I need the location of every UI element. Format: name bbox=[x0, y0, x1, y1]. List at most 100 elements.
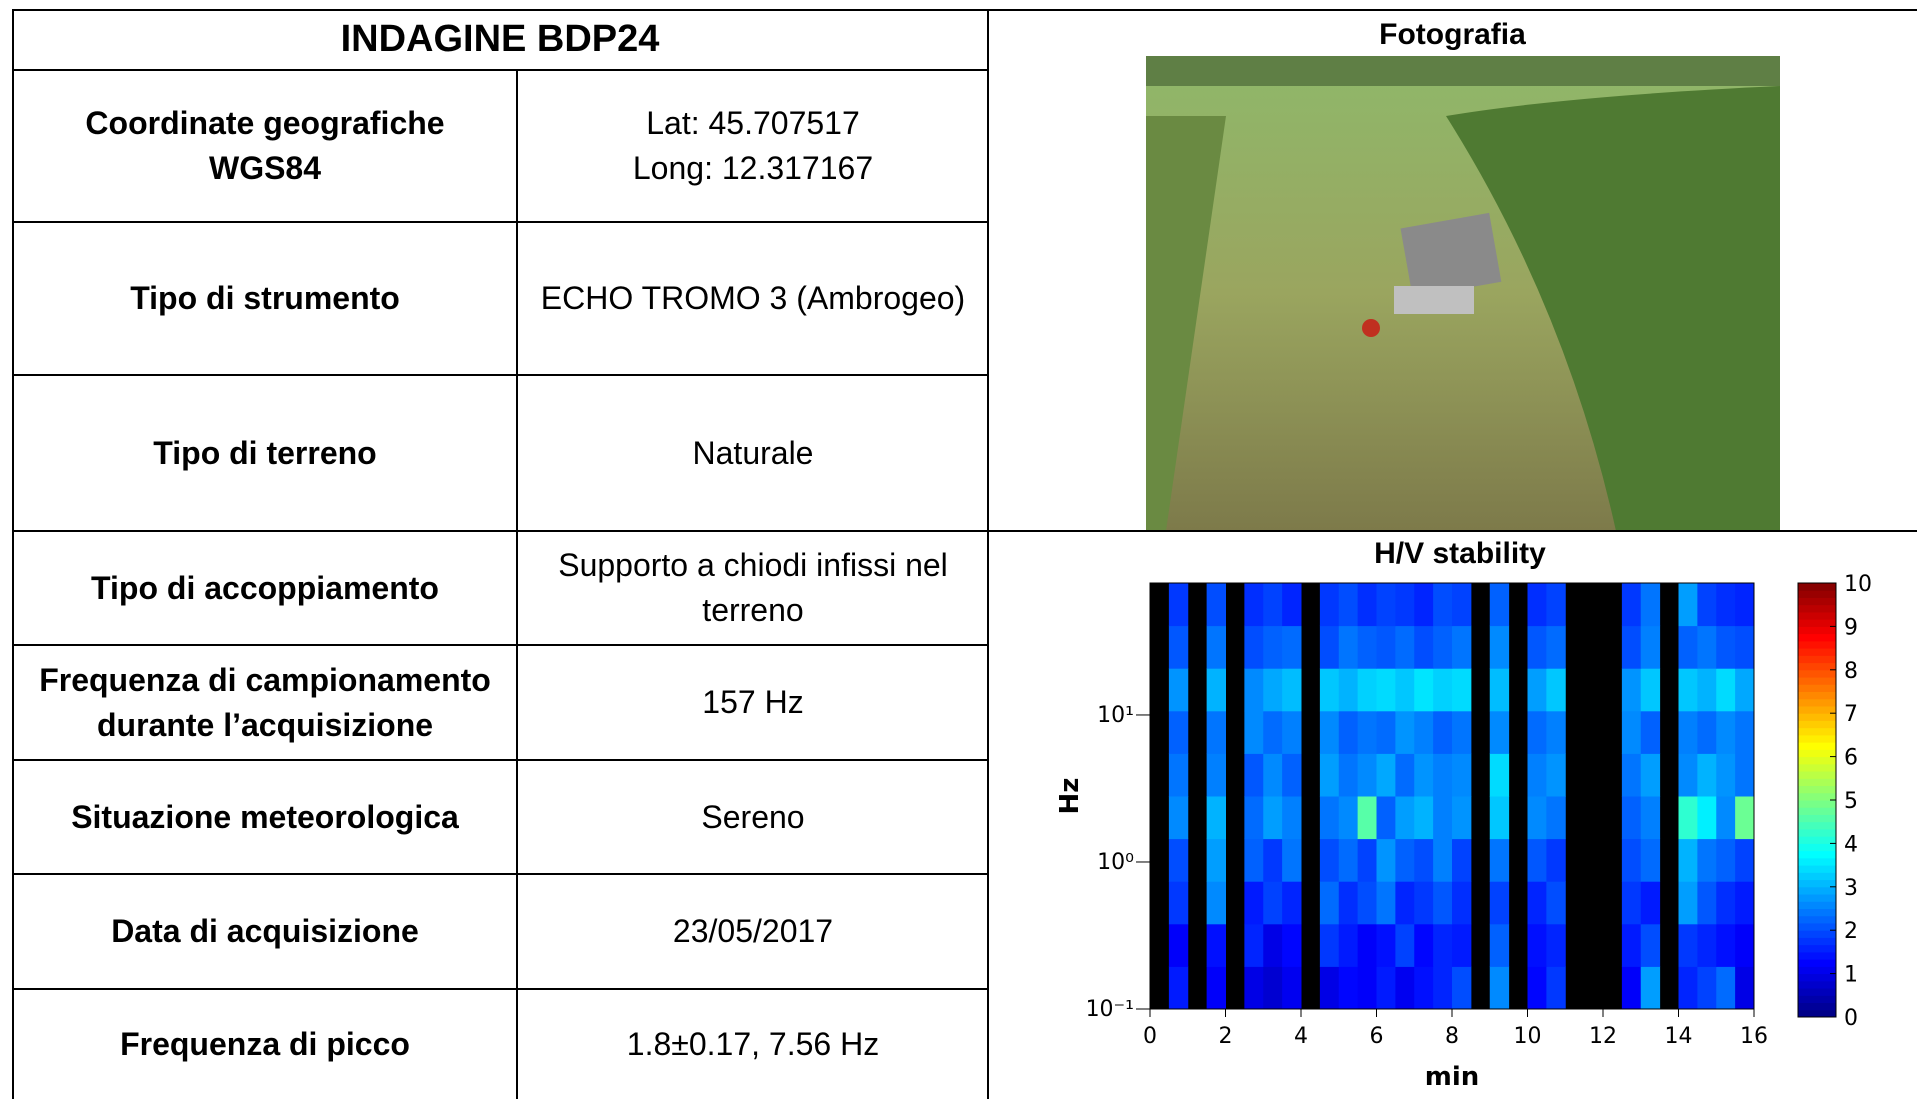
colorbar-segment bbox=[1798, 959, 1836, 967]
colorbar-segment bbox=[1798, 619, 1836, 627]
heat-cell bbox=[1376, 923, 1396, 967]
colorbar-segment bbox=[1798, 944, 1836, 953]
heat-cell bbox=[1697, 625, 1717, 669]
heat-cell bbox=[1452, 881, 1472, 925]
colorbar-segment bbox=[1798, 843, 1836, 852]
heat-cell bbox=[1319, 966, 1340, 1010]
heat-cell bbox=[1433, 753, 1453, 797]
heat-cell bbox=[1716, 881, 1736, 925]
heat-cell bbox=[1716, 838, 1736, 882]
heat-cell bbox=[1395, 583, 1415, 627]
heat-cell bbox=[1319, 625, 1340, 669]
heat-cell bbox=[1395, 881, 1415, 925]
y-tick-label: 10⁻¹ bbox=[1086, 997, 1134, 1022]
border bbox=[516, 70, 518, 1099]
heat-cell bbox=[1621, 753, 1642, 797]
heat-cell bbox=[1697, 753, 1717, 797]
x-tick-label: 0 bbox=[1143, 1024, 1157, 1049]
heat-cell bbox=[1168, 966, 1189, 1010]
heat-cell bbox=[1244, 753, 1264, 797]
heat-cell bbox=[1697, 966, 1717, 1010]
heat-cell bbox=[1678, 625, 1698, 669]
heat-cell bbox=[1376, 583, 1396, 627]
heat-cell bbox=[1376, 753, 1396, 797]
heat-cell bbox=[1338, 923, 1359, 967]
heat-cell bbox=[1621, 583, 1642, 627]
colorbar-segment bbox=[1798, 662, 1836, 671]
colorbar-segment bbox=[1798, 865, 1836, 873]
heat-cell bbox=[1282, 668, 1302, 712]
colorbar-segment bbox=[1798, 966, 1836, 975]
heat-cell bbox=[1716, 923, 1736, 967]
heat-cell bbox=[1678, 838, 1698, 882]
heat-cell bbox=[1263, 625, 1283, 669]
heat-cell bbox=[1282, 923, 1302, 967]
heat-cell bbox=[1678, 710, 1698, 754]
heat-cell bbox=[1735, 966, 1755, 1010]
colorbar-segment bbox=[1798, 713, 1836, 721]
border bbox=[12, 873, 988, 875]
heat-cell bbox=[1282, 710, 1302, 754]
colorbar-segment bbox=[1798, 648, 1836, 656]
heat-cell bbox=[1263, 923, 1283, 967]
y-axis-label: Hz bbox=[1055, 778, 1085, 815]
heat-cell bbox=[1546, 838, 1566, 882]
heat-cell bbox=[1357, 753, 1377, 797]
colorbar-segment bbox=[1798, 640, 1836, 649]
heat-cell bbox=[1489, 668, 1510, 712]
colorbar-segment bbox=[1798, 785, 1836, 794]
colorbar-tick-label: 6 bbox=[1844, 746, 1858, 771]
heat-cell bbox=[1678, 881, 1698, 925]
x-tick-label: 8 bbox=[1445, 1024, 1459, 1049]
colorbar-segment bbox=[1798, 792, 1836, 801]
heat-cell bbox=[1414, 923, 1434, 967]
heat-cell bbox=[1527, 966, 1547, 1010]
colorbar-tick-label: 10 bbox=[1844, 572, 1872, 597]
heat-cell bbox=[1168, 838, 1189, 882]
row-value: Lat: 45.707517 Long: 12.317167 bbox=[632, 105, 874, 186]
heat-cell bbox=[1168, 796, 1189, 840]
x-tick-label: 14 bbox=[1665, 1024, 1693, 1049]
colorbar-segment bbox=[1798, 886, 1836, 895]
heat-cell bbox=[1546, 796, 1566, 840]
heat-cell bbox=[1546, 710, 1566, 754]
heat-cell bbox=[1678, 668, 1698, 712]
heat-cell bbox=[1395, 710, 1415, 754]
heat-cell bbox=[1282, 753, 1302, 797]
heat-cell bbox=[1357, 583, 1377, 627]
border bbox=[12, 988, 988, 990]
colorbar-segment bbox=[1798, 930, 1836, 938]
heat-cell bbox=[1735, 583, 1755, 627]
heat-cell bbox=[1621, 881, 1642, 925]
heat-cell bbox=[1206, 966, 1226, 1010]
heat-cell bbox=[1489, 923, 1510, 967]
colorbar-segment bbox=[1798, 857, 1836, 866]
heat-cell bbox=[1244, 796, 1264, 840]
heat-cell bbox=[1376, 710, 1396, 754]
border bbox=[12, 9, 1917, 11]
heat-cell bbox=[1263, 753, 1283, 797]
heat-cell bbox=[1206, 881, 1226, 925]
heat-cell bbox=[1338, 583, 1359, 627]
heat-cell bbox=[1206, 753, 1226, 797]
heat-cell bbox=[1546, 881, 1566, 925]
heat-cell bbox=[1168, 668, 1189, 712]
heat-cell bbox=[1452, 796, 1472, 840]
heat-cell bbox=[1244, 710, 1264, 754]
heat-cell bbox=[1338, 710, 1359, 754]
row-value: 1.8±0.17, 7.56 Hz bbox=[626, 1025, 880, 1062]
heat-cell bbox=[1395, 753, 1415, 797]
heat-cell bbox=[1640, 966, 1661, 1010]
heat-cell bbox=[1244, 625, 1264, 669]
heat-cell bbox=[1168, 753, 1189, 797]
colorbar-segment bbox=[1798, 669, 1836, 678]
heat-cell bbox=[1244, 881, 1264, 925]
heat-cell bbox=[1489, 583, 1510, 627]
heat-cell bbox=[1206, 625, 1226, 669]
heat-cell bbox=[1735, 796, 1755, 840]
heat-cell bbox=[1640, 753, 1661, 797]
heat-cell bbox=[1357, 923, 1377, 967]
colorbar-segment bbox=[1798, 850, 1836, 859]
heat-cell bbox=[1697, 838, 1717, 882]
row-value: Supporto a chiodi infissi nel terreno bbox=[558, 547, 948, 628]
